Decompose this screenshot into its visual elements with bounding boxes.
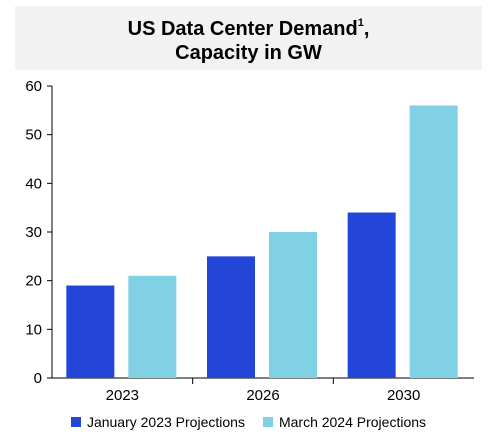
- y-tick-label: 20: [25, 273, 42, 290]
- bar-2023-series-2: [128, 275, 177, 378]
- y-tick-label: 60: [25, 78, 42, 95]
- y-tick-label: 50: [25, 127, 42, 144]
- legend-label-series-2: March 2024 Projections: [278, 414, 427, 430]
- bar-2026-series-1: [207, 256, 255, 378]
- legend-swatch-series-2: [262, 417, 273, 427]
- bar-2026-series-2: [269, 232, 317, 378]
- x-tick-label: 2023: [106, 387, 139, 404]
- chart-title-footnote-marker: 1: [357, 17, 364, 30]
- chart-title-line1: US Data Center Demand: [127, 18, 358, 40]
- bar-2030-series-1: [347, 212, 396, 378]
- bar-2023-series-1: [66, 285, 115, 378]
- legend-label-series-1: January 2023 Projections: [86, 414, 245, 430]
- x-tick-label: 2030: [387, 387, 420, 404]
- chart-legend: January 2023 Projections March 2024 Proj…: [0, 413, 497, 431]
- chart-title-suffix: ,: [363, 18, 370, 40]
- legend-item-series-1: January 2023 Projections: [70, 414, 245, 430]
- chart-title-line2: Capacity in GW: [175, 42, 322, 64]
- x-tick-label: 2026: [246, 387, 279, 404]
- bar-2030-series-2: [409, 105, 458, 378]
- y-tick-label: 30: [25, 224, 42, 241]
- y-tick-label: 40: [25, 175, 42, 192]
- y-tick-label: 10: [25, 321, 42, 338]
- chart-title: US Data Center Demand1, Capacity in GW: [15, 17, 482, 65]
- legend-swatch-series-1: [70, 417, 81, 427]
- y-tick-label: 0: [34, 370, 42, 387]
- chart-title-band: US Data Center Demand1, Capacity in GW: [15, 6, 482, 70]
- legend-item-series-2: March 2024 Projections: [262, 414, 427, 430]
